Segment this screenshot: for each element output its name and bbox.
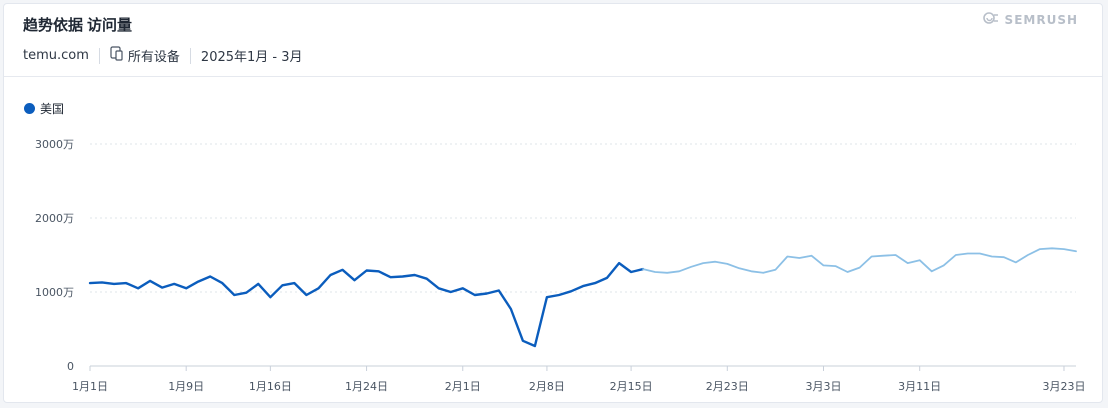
divider <box>189 47 191 64</box>
series-line-actual[interactable] <box>88 261 645 348</box>
y-axis-labels: 0 1000万 2000万 3000万 <box>35 138 74 373</box>
x-tick-label: 1月9日 <box>168 380 204 393</box>
series-layer <box>88 247 1077 348</box>
semrush-flame-icon <box>982 11 1000 28</box>
x-tick-label: 3月3日 <box>805 380 841 393</box>
x-tick-label: 2月8日 <box>529 380 565 393</box>
x-tick-label: 1月24日 <box>345 380 388 393</box>
x-tick-label: 2月23日 <box>706 380 749 393</box>
series-line-forecast[interactable] <box>642 247 1077 274</box>
device-icon <box>110 46 124 65</box>
x-tick-label: 2月1日 <box>445 380 481 393</box>
line-chart: 0 1000万 2000万 3000万 1月1日 1月9日 1月16日 1月24日 2月1日 2… <box>35 138 1085 393</box>
chart-title: 趋势依据 访问量 <box>23 14 132 35</box>
y-tick-label: 0 <box>67 360 74 373</box>
x-tick-label: 3月23日 <box>1042 380 1085 393</box>
divider <box>98 47 100 64</box>
card-header: 趋势依据 访问量 SEMRUSH temu.com <box>4 4 1102 77</box>
x-tick-label: 2月15日 <box>610 380 653 393</box>
device-filter[interactable]: 所有设备 <box>110 46 180 65</box>
x-tick-label: 1月1日 <box>72 380 108 393</box>
x-tick-label: 3月11日 <box>898 380 941 393</box>
y-tick-label: 3000万 <box>35 138 74 151</box>
domain-label[interactable]: temu.com <box>23 48 89 63</box>
semrush-wordmark: SEMRUSH <box>1004 12 1078 27</box>
legend[interactable]: 美国 <box>24 100 64 117</box>
date-range[interactable]: 2025年1月 - 3月 <box>200 50 303 65</box>
chart-card: 趋势依据 访问量 SEMRUSH temu.com <box>3 3 1103 403</box>
x-tick-label: 1月16日 <box>249 380 292 393</box>
grid-layer <box>90 143 1076 367</box>
semrush-logo: SEMRUSH <box>982 11 1078 28</box>
legend-label: 美国 <box>40 102 65 116</box>
title-main: 趋势依据 <box>23 16 84 34</box>
y-tick-label: 2000万 <box>35 212 74 225</box>
y-tick-label: 1000万 <box>35 286 74 299</box>
filter-bar: temu.com 所有设备 2025年1月 - 3月 <box>23 46 303 65</box>
title-sub: 访问量 <box>87 16 133 34</box>
x-axis-labels: 1月1日 1月9日 1月16日 1月24日 2月1日 2月8日 2月15日 2月23日 3月3日… <box>72 366 1085 393</box>
legend-dot-icon <box>24 103 35 114</box>
device-label: 所有设备 <box>127 50 180 65</box>
